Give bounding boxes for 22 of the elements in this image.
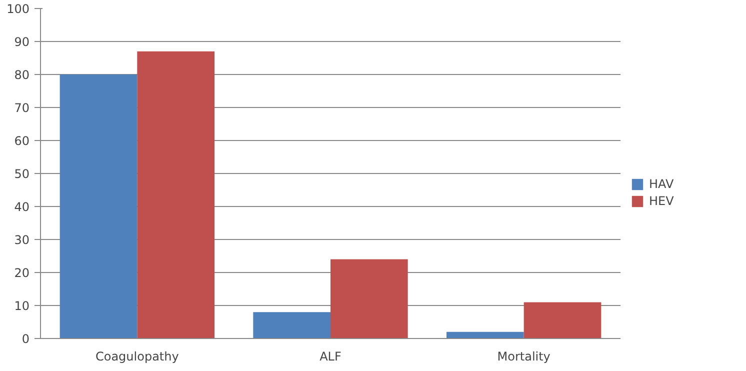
legend-label: HEV [649, 194, 674, 208]
x-tick-label: Coagulopathy [95, 350, 179, 364]
y-tick-label: 70 [14, 101, 30, 115]
x-tick-label: Mortality [497, 350, 550, 364]
y-tick-label: 10 [14, 299, 30, 313]
bar [446, 332, 524, 338]
bar [60, 74, 138, 338]
y-tick-label: 40 [14, 200, 30, 214]
y-tick-label: 90 [14, 35, 30, 49]
y-tick-label: 30 [14, 233, 30, 247]
y-tick-label: 60 [14, 134, 30, 148]
legend-label: HAV [649, 177, 674, 191]
bar [253, 312, 330, 338]
y-tick-label: 100 [6, 2, 30, 16]
y-tick-label: 20 [14, 266, 30, 280]
y-tick-label: 50 [14, 167, 30, 181]
bar [524, 302, 602, 338]
bar [137, 51, 214, 338]
y-tick-label: 0 [22, 332, 30, 346]
bar [330, 259, 408, 338]
y-tick-label: 80 [14, 68, 30, 82]
x-tick-label: ALF [320, 350, 342, 364]
